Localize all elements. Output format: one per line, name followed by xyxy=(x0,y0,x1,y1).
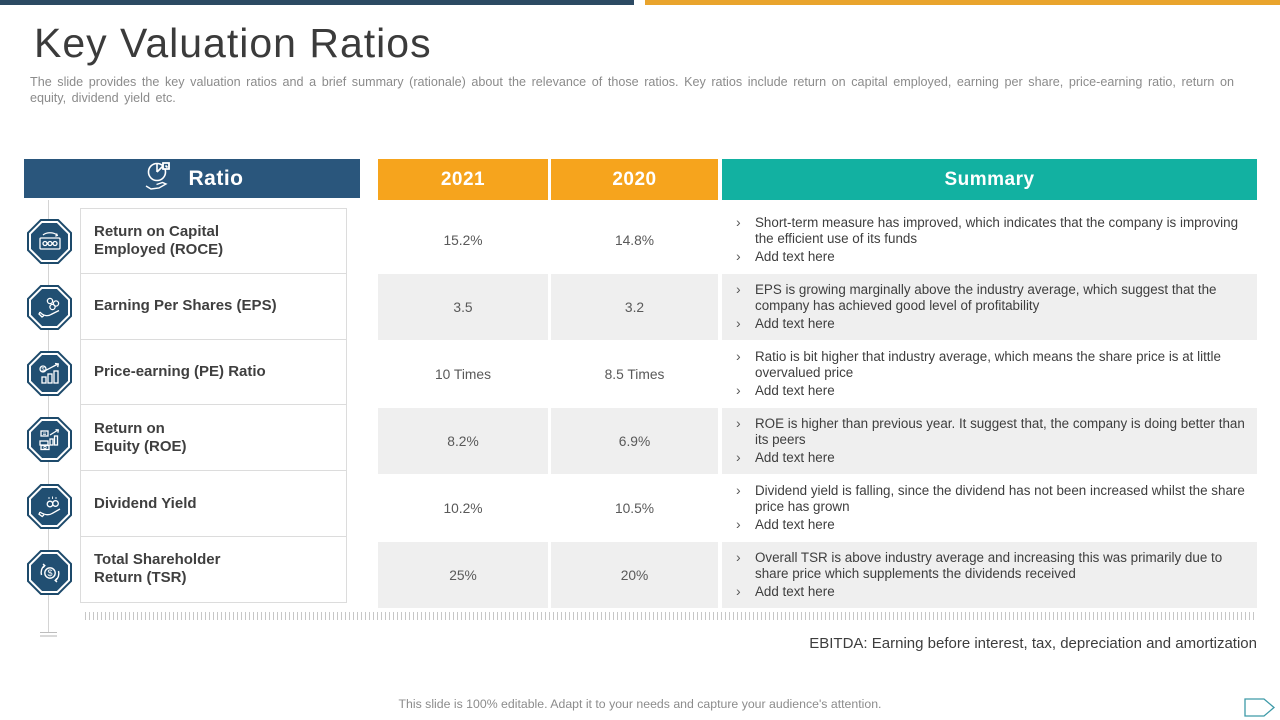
value-2021: 10 Times xyxy=(435,366,491,382)
ratio-item-dividend-yield[interactable]: Dividend Yield xyxy=(80,471,347,537)
top-accent-orange xyxy=(645,0,1280,5)
ratio-label: Return (TSR) xyxy=(94,569,187,587)
summary-placeholder[interactable]: Add text here xyxy=(734,382,1253,400)
summary-placeholder[interactable]: Add text here xyxy=(734,516,1253,534)
summary-text: EPS is growing marginally above the indu… xyxy=(734,281,1253,315)
column-header-2021: 2021 xyxy=(378,159,548,200)
value-2021: 15.2% xyxy=(443,232,483,248)
chart-money-icon xyxy=(27,417,72,462)
table-header: 2021 2020 Summary xyxy=(378,159,1257,200)
value-2020: 10.5% xyxy=(614,500,655,516)
summary-placeholder[interactable]: Add text here xyxy=(734,449,1253,467)
tick-ruler-divider xyxy=(85,612,1257,620)
value-2021: 8.2% xyxy=(447,433,479,449)
ratio-label: Equity (ROE) xyxy=(94,437,187,455)
next-slide-arrow-icon[interactable] xyxy=(1243,697,1276,718)
summary-placeholder[interactable]: Add text here xyxy=(734,315,1253,333)
ratio-label: Earning Per Shares (EPS) xyxy=(94,297,277,315)
ratio-list: Return on Capital Employed (ROCE) Earnin… xyxy=(80,208,347,603)
summary-placeholder[interactable]: Add text here xyxy=(734,583,1253,601)
connector-end-cap xyxy=(40,632,57,633)
pie-chart-hand-icon xyxy=(141,159,175,198)
value-2021: 25% xyxy=(449,567,477,583)
column-header-summary: Summary xyxy=(722,159,1257,200)
ebitda-note: EBITDA: Earning before interest, tax, de… xyxy=(809,635,1257,652)
ratio-column-header: Ratio xyxy=(24,159,360,198)
ratio-label: Total Shareholder xyxy=(94,551,221,569)
table-body: 15.2% 14.8% Short-term measure has impro… xyxy=(378,207,1257,609)
connector-end-cap-shadow xyxy=(40,635,57,637)
summary-text: ROE is higher than previous year. It sug… xyxy=(734,415,1253,449)
value-2021: 3.5 xyxy=(453,299,473,315)
editable-footer-note: This slide is 100% editable. Adapt it to… xyxy=(398,697,882,711)
summary-text: Dividend yield is falling, since the div… xyxy=(734,482,1253,516)
table-row: 10 Times 8.5 Times Ratio is bit higher t… xyxy=(378,341,1257,407)
growth-bars-icon: $ xyxy=(27,351,72,396)
ratio-label: Employed (ROCE) xyxy=(94,240,224,258)
summary-text: Short-term measure has improved, which i… xyxy=(734,214,1253,248)
table-row: 25% 20% Overall TSR is above industry av… xyxy=(378,542,1257,608)
ratio-label: Dividend Yield xyxy=(94,494,197,512)
slide-description: The slide provides the key valuation rat… xyxy=(30,75,1234,105)
ratio-item-roe[interactable]: Return on Equity (ROE) xyxy=(80,405,347,472)
svg-text:$: $ xyxy=(41,367,44,373)
summary-text: Overall TSR is above industry average an… xyxy=(734,549,1253,583)
ratio-label: Return on Capital xyxy=(94,222,220,240)
coins-hand-icon xyxy=(27,285,72,330)
ratio-label: Return on xyxy=(94,419,165,437)
ratio-item-pe[interactable]: Price-earning (PE) Ratio xyxy=(80,339,347,406)
ratio-item-roce[interactable]: Return on Capital Employed (ROCE) xyxy=(80,208,347,274)
ratio-item-eps[interactable]: Earning Per Shares (EPS) xyxy=(80,273,347,340)
banknote-icon xyxy=(27,219,72,264)
column-header-2020: 2020 xyxy=(551,159,718,200)
ratio-item-tsr[interactable]: Total Shareholder Return (TSR) xyxy=(80,536,347,603)
table-row: 3.5 3.2 EPS is growing marginally above … xyxy=(378,274,1257,340)
top-accent-navy xyxy=(0,0,634,5)
value-2020: 3.2 xyxy=(624,299,645,315)
svg-text:$: $ xyxy=(47,567,52,577)
value-2020: 6.9% xyxy=(618,433,651,449)
value-2020: 14.8% xyxy=(614,232,655,248)
dividend-hand-icon xyxy=(27,484,72,529)
summary-text: Ratio is bit higher that industry averag… xyxy=(734,348,1253,382)
ratio-header-label: Ratio xyxy=(188,166,244,190)
summary-placeholder[interactable]: Add text here xyxy=(734,248,1253,266)
value-2021: 10.2% xyxy=(443,500,483,516)
table-row: 15.2% 14.8% Short-term measure has impro… xyxy=(378,207,1257,273)
value-2020: 8.5 Times xyxy=(604,366,665,382)
icon-connector-line xyxy=(48,200,49,632)
ratio-label: Price-earning (PE) Ratio xyxy=(94,362,266,380)
dollar-cycle-icon: $ xyxy=(27,550,72,595)
value-2020: 20% xyxy=(620,567,649,583)
table-row: 10.2% 10.5% Dividend yield is falling, s… xyxy=(378,475,1257,541)
table-row: 8.2% 6.9% ROE is higher than previous ye… xyxy=(378,408,1257,474)
page-title: Key Valuation Ratios xyxy=(34,20,432,66)
